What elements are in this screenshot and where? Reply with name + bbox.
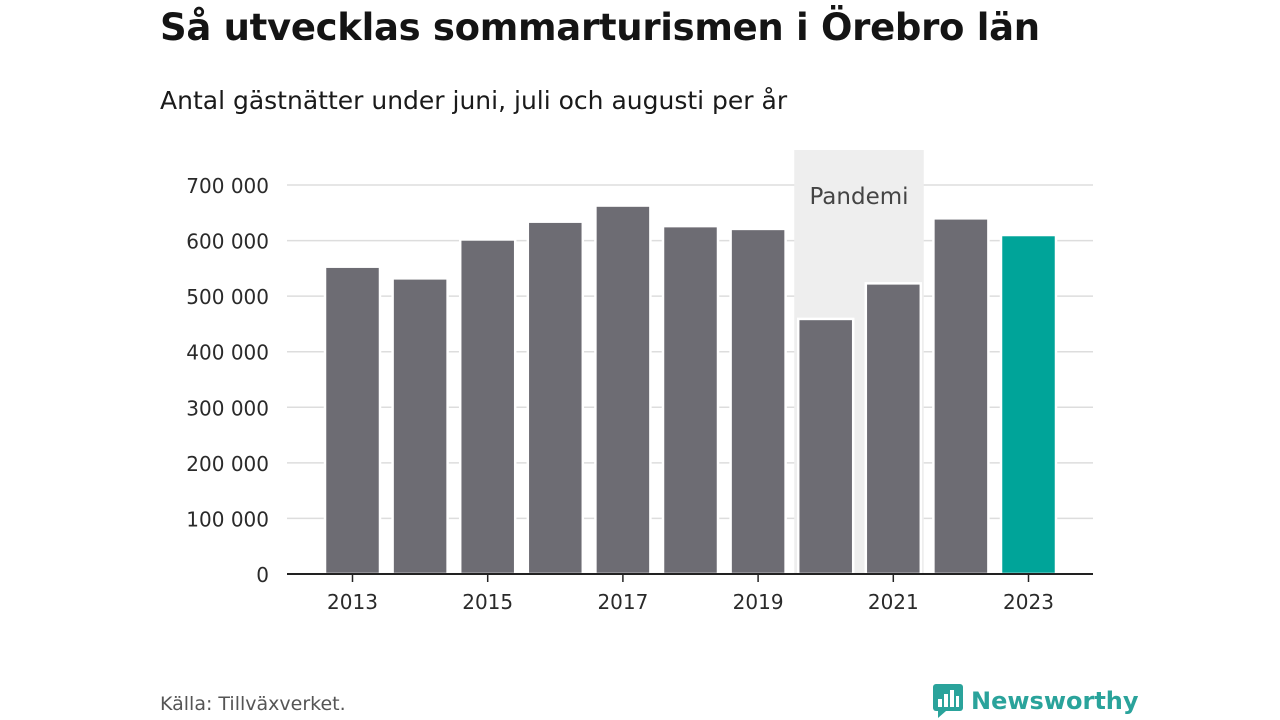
bar-2015 (458, 238, 517, 576)
y-tick-label: 500 000 (186, 285, 269, 309)
x-tick-label: 2021 (868, 590, 919, 614)
bar-2021 (864, 282, 923, 576)
y-tick-label: 100 000 (186, 507, 269, 531)
y-tick-label: 300 000 (186, 396, 269, 420)
newsworthy-chart-icon (933, 684, 963, 718)
x-tick-label: 2019 (733, 590, 784, 614)
y-tick-label: 600 000 (186, 230, 269, 254)
source-note: Källa: Tillväxverket. (160, 693, 346, 715)
y-tick-label: 700 000 (186, 174, 269, 198)
bar-2020 (796, 317, 855, 576)
x-tick-label: 2013 (327, 590, 378, 614)
chart-title: Så utvecklas sommarturismen i Örebro län (160, 6, 1040, 49)
bar-2023 (999, 233, 1058, 576)
x-tick-label: 2015 (462, 590, 513, 614)
y-tick-label: 0 (256, 563, 269, 587)
brand-name: Newsworthy (971, 687, 1139, 715)
bar-2022 (932, 217, 990, 576)
bar-2017 (594, 204, 652, 576)
bar-2018 (661, 224, 720, 576)
bar-2016 (526, 220, 585, 576)
y-tick-label: 400 000 (186, 341, 269, 365)
x-tick-label: 2017 (597, 590, 648, 614)
chart-subtitle: Antal gästnätter under juni, juli och au… (160, 86, 788, 115)
pandemic-label: Pandemi (809, 184, 908, 210)
x-tick-label: 2023 (1003, 590, 1054, 614)
bar-2019 (729, 227, 787, 576)
bar-2014 (391, 277, 449, 576)
brand-logo: Newsworthy (933, 684, 1139, 718)
bar-2013 (323, 265, 382, 576)
y-tick-label: 200 000 (186, 452, 269, 476)
